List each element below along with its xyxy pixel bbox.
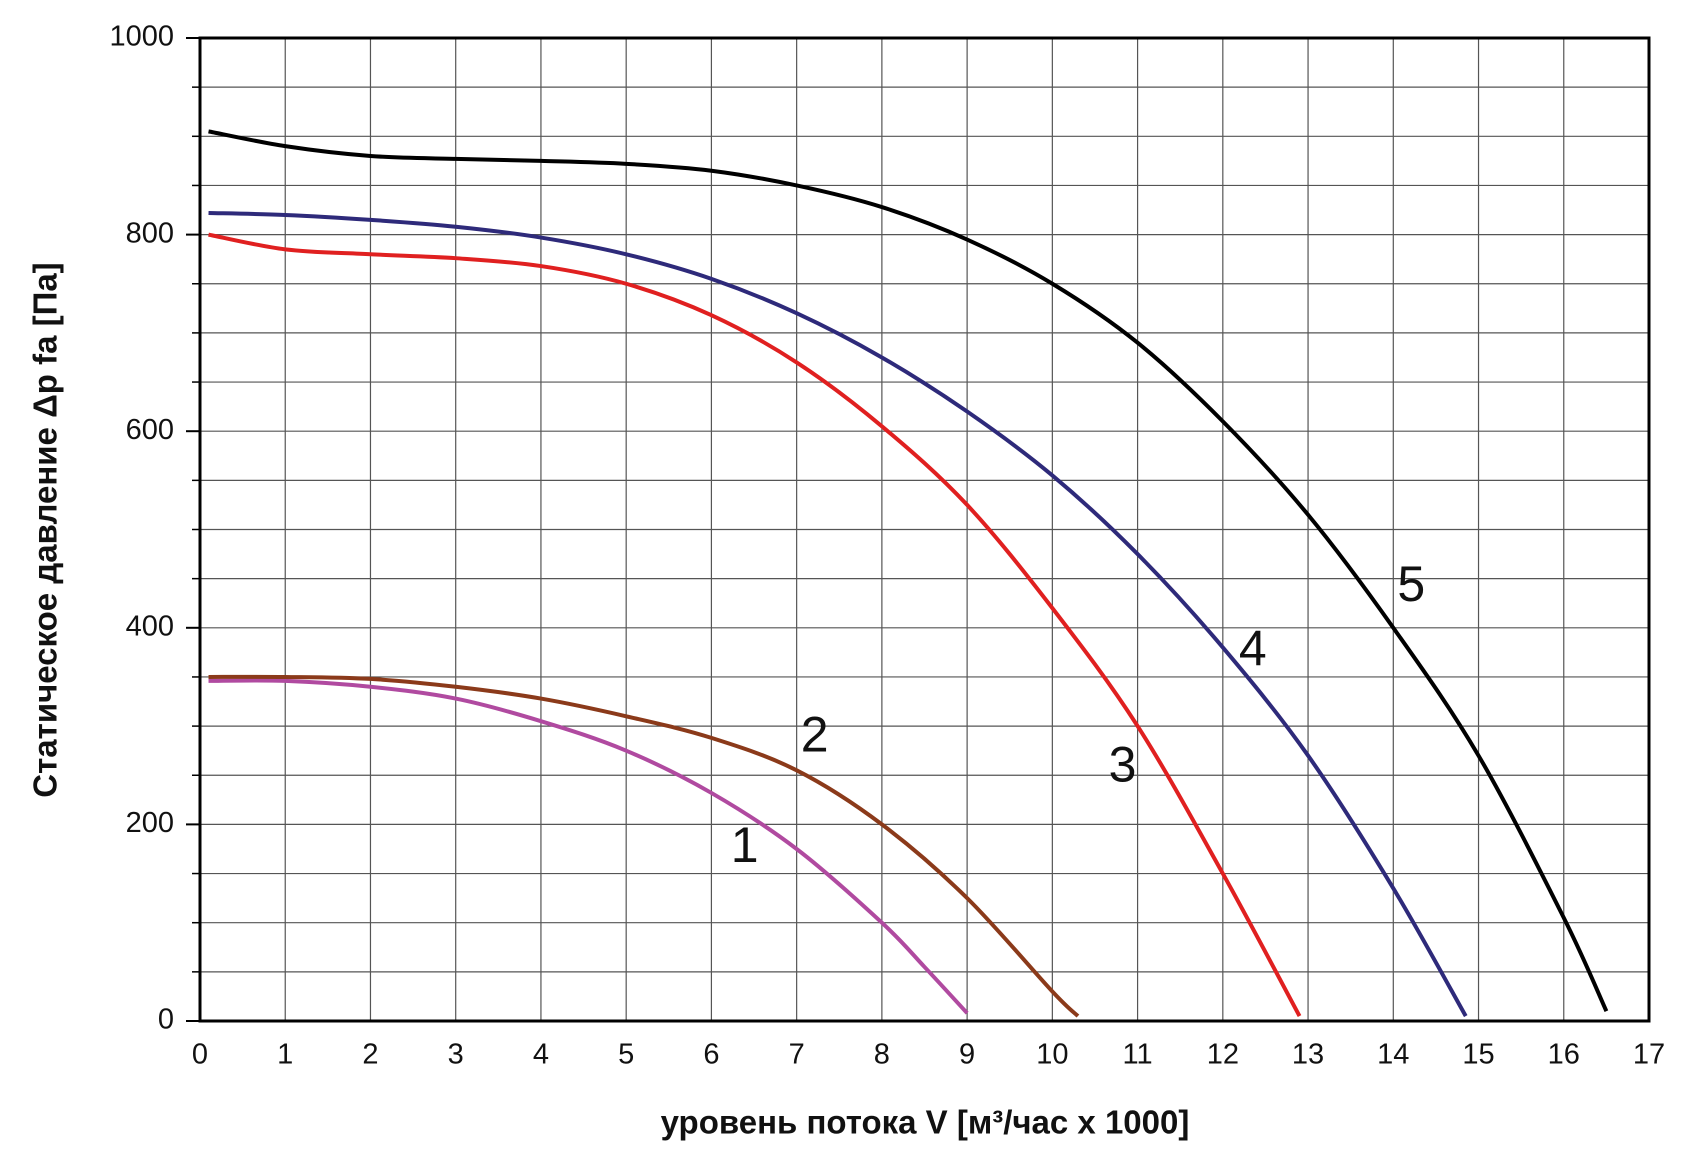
y-tick-label: 400 <box>126 610 174 642</box>
x-tick-label: 15 <box>1462 1039 1494 1071</box>
x-tick-label: 11 <box>1123 1039 1153 1071</box>
series-label: 5 <box>1397 556 1425 612</box>
y-tick-label: 200 <box>126 807 174 839</box>
x-tick-label: 4 <box>533 1039 549 1071</box>
x-tick-label: 6 <box>703 1039 719 1071</box>
x-tick-label: 1 <box>277 1039 293 1071</box>
x-tick-label: 3 <box>448 1039 464 1071</box>
x-tick-label: 7 <box>789 1039 805 1071</box>
x-tick-label: 16 <box>1548 1039 1580 1071</box>
x-tick-label: 17 <box>1633 1039 1665 1071</box>
y-axis-title: Статическое давление Δp fa [Па] <box>27 262 64 797</box>
series-line <box>208 210 1468 1018</box>
y-tick-label: 1000 <box>109 21 174 53</box>
x-tick-label: 14 <box>1377 1039 1409 1071</box>
y-tick-label: 600 <box>126 414 174 446</box>
x-tick-label: 10 <box>1036 1039 1068 1071</box>
x-tick-label: 2 <box>362 1039 378 1071</box>
series-line <box>208 678 969 1015</box>
series-label: 4 <box>1239 621 1267 677</box>
series-label: 3 <box>1109 736 1137 792</box>
x-tick-label: 13 <box>1292 1039 1324 1071</box>
series-line <box>208 129 1609 1012</box>
x-tick-label: 8 <box>874 1039 890 1071</box>
x-tick-label: 5 <box>618 1039 634 1071</box>
series-line <box>208 232 1302 1018</box>
y-tick-label: 800 <box>126 217 174 249</box>
plot-frame <box>198 36 1651 1023</box>
series-label: 1 <box>731 817 759 873</box>
y-tick-label: 0 <box>158 1004 174 1036</box>
x-tick-label: 0 <box>192 1039 208 1071</box>
x-tick-label: 9 <box>959 1039 975 1071</box>
series-label: 2 <box>801 707 829 763</box>
series-line <box>208 674 1080 1018</box>
x-tick-label: 12 <box>1207 1039 1239 1071</box>
x-axis-title: уровень потока V [м³/час x 1000] <box>661 1104 1190 1141</box>
